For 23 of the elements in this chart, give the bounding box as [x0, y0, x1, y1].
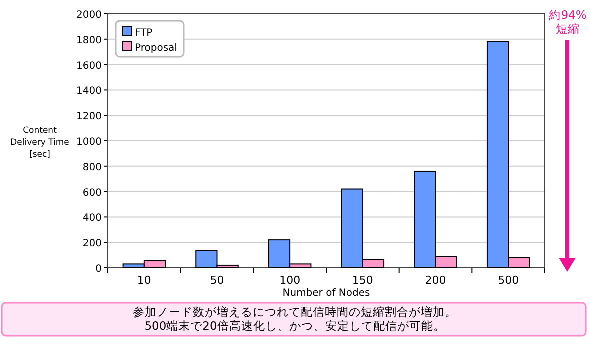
x-tick-label: 150 [352, 274, 374, 287]
y-tick-label: 2000 [76, 10, 102, 21]
y-tick-label: 1800 [76, 35, 102, 46]
y-axis-title: Content Delivery Time [sec] [10, 126, 70, 160]
y-tick-label: 400 [82, 213, 102, 224]
y-tick-label: 200 [82, 238, 102, 250]
x-axis-title: Number of Nodes [282, 288, 370, 299]
y-tick-label: 1400 [76, 86, 102, 98]
text: 約94% 短縮 [549, 8, 587, 36]
y-tick-label: 1200 [76, 112, 102, 123]
y-tick-label: 600 [82, 188, 102, 199]
legend-label: Proposal [135, 43, 178, 54]
y-tick-label: 1000 [76, 137, 102, 148]
x-tick-label: 50 [210, 274, 224, 287]
x-tick-label: 500 [498, 274, 520, 287]
y-tick-label: 800 [82, 162, 102, 174]
y-tick-label: 0 [96, 264, 102, 275]
x-tick-label: 200 [425, 274, 446, 287]
x-tick-label: 100 [280, 274, 301, 287]
legend-label: FTP [135, 28, 153, 39]
text: 参加ノード数が増えるにつれて配信時間の短縮割合が増加。 500端末で20倍高速化し、かつ、安定して配信が可能。 [133, 305, 457, 333]
x-tick-label: 10 [137, 274, 152, 287]
y-tick-label: 1600 [76, 60, 102, 72]
